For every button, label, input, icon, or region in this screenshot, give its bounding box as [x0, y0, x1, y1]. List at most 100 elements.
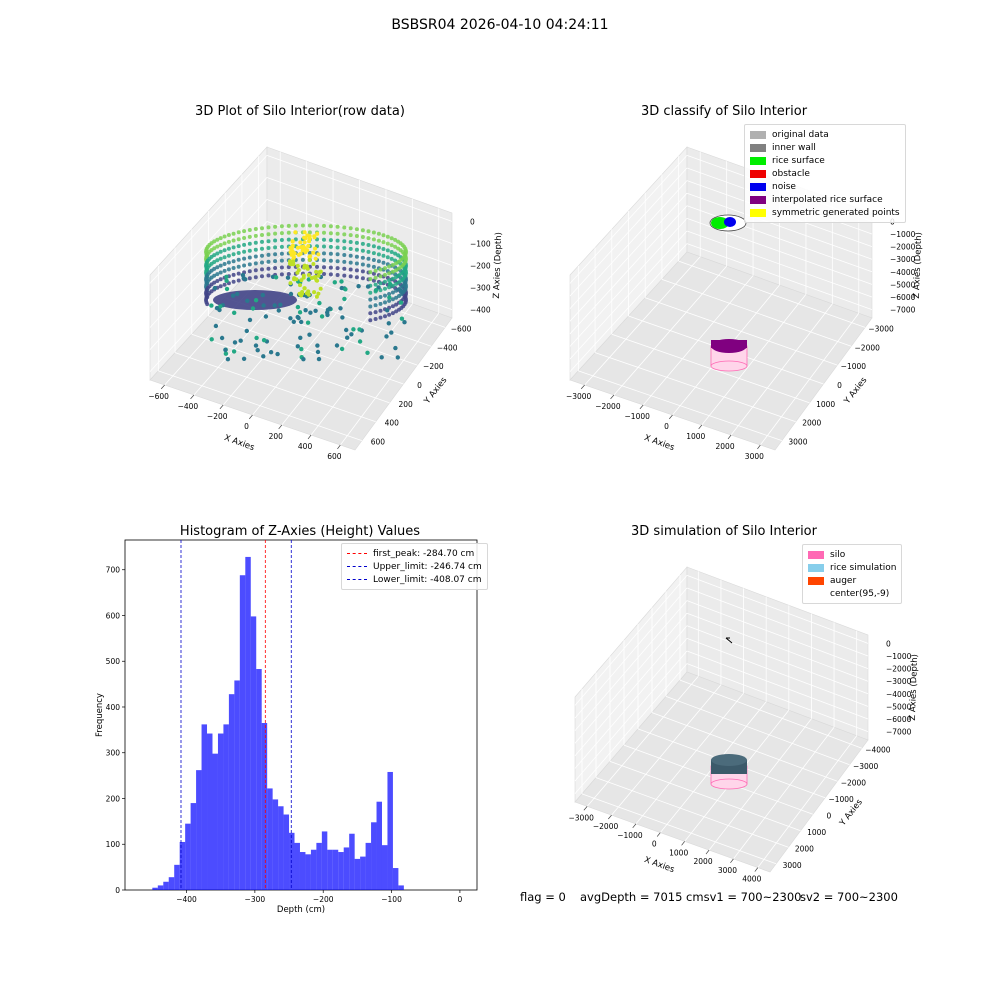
figure-title: BSBSR04 2026-04-10 04:24:11 — [391, 17, 609, 33]
raw-point — [368, 304, 373, 309]
raw-point — [295, 304, 301, 310]
raw-point — [218, 256, 223, 261]
simulation-legend-item: center(95,-9) — [808, 587, 896, 600]
raw-spike-point — [313, 256, 318, 261]
raw-xtick — [160, 384, 165, 390]
raw-point — [275, 351, 280, 357]
raw-point — [360, 241, 365, 246]
raw-point — [390, 311, 395, 316]
raw-spike-point — [294, 277, 299, 282]
raw-point — [328, 224, 333, 229]
raw-point — [315, 343, 320, 348]
raw-ztick-label: −200 — [470, 262, 491, 271]
raw-zgrid-back — [266, 221, 453, 288]
raw-spike-point — [307, 239, 312, 244]
raw-point — [394, 281, 399, 286]
simulation-legend: silo rice simulation auger center(95,-9) — [802, 544, 903, 604]
raw-point — [383, 293, 387, 298]
raw-spike-point — [315, 278, 320, 283]
raw-spike-point — [316, 273, 321, 278]
raw-point — [398, 300, 404, 305]
simulation-legend-item: rice simulation — [808, 561, 896, 574]
raw-point — [360, 262, 365, 267]
raw-point — [279, 265, 284, 270]
raw-point — [242, 249, 247, 254]
raw-point — [247, 276, 252, 281]
raw-point — [253, 275, 258, 280]
raw-point — [242, 256, 247, 261]
raw-point — [244, 328, 249, 334]
raw-point — [386, 321, 391, 326]
raw-point — [387, 285, 392, 290]
raw-spike-point — [312, 235, 317, 240]
raw-point — [348, 253, 353, 258]
raw-point — [342, 259, 347, 264]
classify-legend-item: inner wall — [750, 141, 900, 154]
raw-point — [390, 263, 395, 267]
legend-label: obstacle — [772, 168, 810, 179]
raw-point — [260, 239, 264, 244]
raw-point — [322, 258, 326, 263]
raw-point — [342, 266, 347, 271]
raw-point — [254, 335, 259, 341]
raw-point — [360, 228, 365, 233]
raw-point — [266, 246, 271, 250]
raw-point — [387, 264, 392, 269]
raw-point — [212, 280, 217, 285]
raw-point — [322, 272, 326, 276]
raw-point — [348, 246, 353, 251]
raw-spike-point — [288, 259, 292, 264]
raw-point — [286, 265, 291, 270]
raw-point — [357, 327, 362, 332]
raw-point — [342, 239, 347, 244]
raw-point — [328, 258, 333, 263]
raw-point — [218, 270, 223, 275]
raw-point — [247, 269, 252, 274]
raw-point — [209, 337, 214, 342]
classify-legend-item: interpolated rice surface — [750, 193, 900, 206]
raw-point — [231, 279, 236, 284]
raw-xtick-label: 0 — [244, 422, 249, 431]
raw-point — [342, 225, 347, 230]
legend-swatch — [808, 550, 824, 559]
legend-line-sample — [347, 566, 367, 567]
raw-point — [354, 254, 359, 259]
raw-point — [242, 229, 247, 234]
legend-label: original data — [772, 129, 829, 140]
raw-point — [236, 230, 241, 235]
raw-point — [266, 273, 271, 278]
raw-ztick-label: −400 — [470, 306, 491, 315]
raw-point — [218, 263, 223, 268]
raw-point — [378, 308, 383, 313]
raw-point — [327, 306, 332, 311]
raw-zlabel: Z Axies (Depth) — [492, 232, 504, 299]
raw-spike-point — [309, 276, 314, 280]
raw-ygrid — [241, 279, 432, 347]
raw-point — [389, 250, 394, 254]
raw-point — [315, 223, 319, 228]
raw-point — [371, 271, 376, 276]
raw-point — [373, 317, 378, 321]
raw-point — [273, 224, 278, 229]
raw-point — [332, 280, 337, 285]
simulation-legend-item: auger — [808, 574, 896, 587]
raw-point — [226, 239, 231, 244]
raw-point — [268, 350, 274, 355]
legend-swatch — [750, 182, 766, 191]
raw-point — [215, 244, 220, 249]
raw-point — [383, 314, 387, 319]
raw-point — [322, 265, 326, 270]
footer-avg-depth: avgDepth = 7015 cmsv1 = 700~2300 — [580, 890, 802, 904]
raw-point — [261, 338, 267, 343]
raw-point — [212, 246, 217, 251]
raw-point — [325, 312, 330, 318]
raw-point — [317, 300, 322, 306]
raw-spike-point — [297, 291, 302, 296]
raw-point — [368, 297, 373, 302]
raw-point — [354, 240, 359, 245]
raw-point — [316, 356, 322, 362]
raw-xtick — [337, 444, 341, 450]
raw-point — [247, 228, 252, 232]
raw-ygrid — [158, 370, 363, 441]
